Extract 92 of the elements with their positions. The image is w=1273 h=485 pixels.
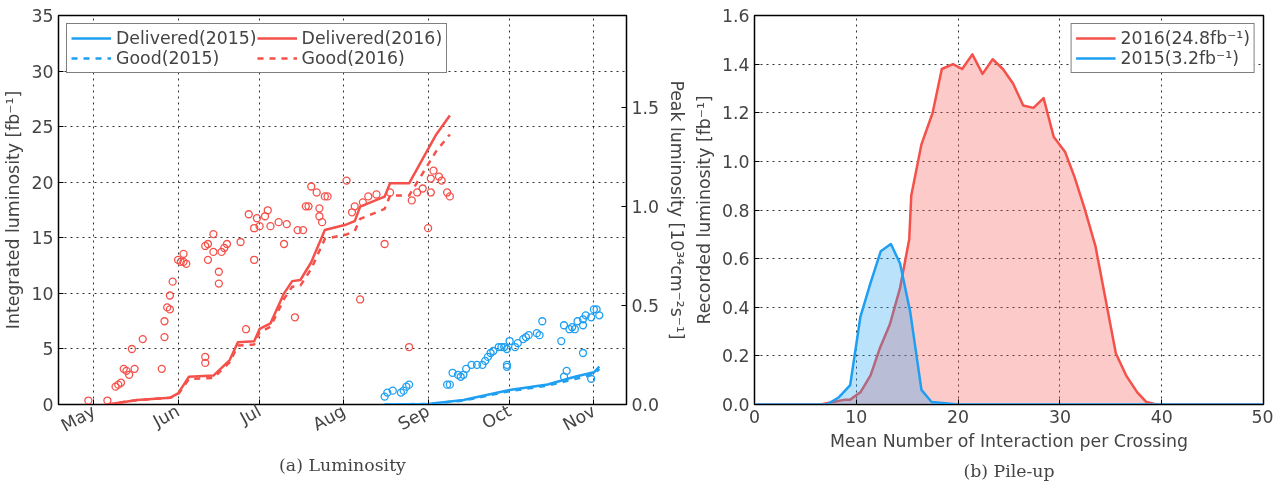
y-axis-title: Integrated luminosity [fb⁻¹] (3, 90, 24, 330)
y2-tick-label: 1.5 (631, 97, 660, 118)
x-tick-label: Sep (394, 400, 433, 434)
point (587, 313, 596, 322)
point (383, 388, 392, 397)
point (519, 334, 528, 344)
point (581, 311, 590, 320)
point (388, 386, 397, 395)
point (557, 336, 566, 346)
point (399, 386, 408, 395)
y2-tick-label: 0.0 (631, 395, 660, 415)
text: (a) Luminosity (279, 454, 407, 475)
y-tick-label: 35 (31, 6, 54, 26)
point (532, 329, 541, 338)
y-axis-title: Recorded luminosity [fb⁻¹] (693, 95, 714, 325)
y-tick-label: 1.2 (721, 103, 750, 124)
y-tick-label: 30 (31, 61, 54, 82)
point (462, 364, 471, 373)
y-tick-label: 0.0 (721, 395, 750, 415)
y-tick-label: 1.4 (721, 54, 750, 75)
y-tick-label: 0.8 (721, 200, 750, 221)
point (404, 380, 414, 389)
point (402, 382, 411, 391)
point (565, 325, 574, 334)
point (442, 380, 452, 389)
point (559, 372, 569, 381)
point (562, 366, 571, 375)
point (478, 360, 487, 370)
y-tick-label: 1.0 (721, 151, 750, 172)
point (467, 360, 476, 370)
point (587, 374, 596, 383)
x-tick-label: 30 (1048, 406, 1071, 427)
y2-axis-title: Peak luminosity [10³⁴cm⁻²s⁻¹] (667, 80, 688, 340)
point (535, 331, 544, 340)
y2-tick-label: 0.5 (631, 295, 660, 316)
point (578, 315, 588, 324)
point (489, 346, 498, 356)
point (595, 311, 604, 320)
x-tick-label: Oct (478, 400, 515, 433)
point (448, 368, 457, 377)
y-tick-label: 25 (31, 117, 54, 138)
legend-label: Good(2016) (301, 48, 405, 68)
point (589, 305, 599, 314)
legend-label: Delivered(2016) (301, 28, 443, 48)
point (524, 331, 533, 340)
point (483, 352, 493, 362)
x-tick-label: Aug (309, 400, 349, 435)
y-tick-label: 0.6 (721, 249, 750, 270)
point (505, 336, 514, 346)
point (453, 370, 463, 379)
point (396, 388, 406, 397)
y-tick-label: 5 (42, 339, 54, 360)
y-tick-label: 0.2 (721, 346, 750, 367)
x-tick-label: May (57, 400, 99, 436)
point (592, 305, 601, 314)
point (510, 342, 520, 352)
y-tick-label: 1.6 (721, 6, 750, 26)
x-tick-label: Jun (148, 400, 183, 432)
point (497, 342, 506, 352)
y-tick-label: 10 (31, 283, 54, 304)
point (481, 356, 490, 366)
point (578, 348, 588, 358)
point (513, 338, 522, 348)
x-tick-label: Jul (235, 400, 265, 429)
y-tick-label: 20 (31, 172, 54, 193)
x-tick-label: 20 (947, 406, 970, 427)
x-axis-title: Mean Number of Interaction per Crossing (829, 430, 1189, 451)
legend-label: Delivered(2015) (116, 28, 257, 48)
point (538, 317, 547, 326)
legend-label: 2016(24.8fb⁻¹) (1120, 28, 1250, 48)
x-tick-label: 50 (1251, 406, 1273, 427)
x-tick-label: 40 (1150, 406, 1173, 427)
text: (b) Pile-up (963, 460, 1055, 481)
y-tick-label: 15 (31, 228, 54, 249)
point (445, 380, 454, 389)
point (486, 348, 495, 358)
y2-tick-label: 1.0 (631, 196, 660, 217)
legend-label: Good(2015) (116, 48, 220, 68)
point (573, 317, 582, 326)
legend-label: 2015(3.2fb⁻¹) (1120, 48, 1239, 68)
point (456, 372, 465, 381)
point (570, 325, 580, 334)
y-tick-label: 0.4 (721, 297, 750, 318)
point (568, 323, 577, 332)
point (559, 321, 569, 330)
x-tick-label: 10 (845, 406, 868, 427)
point (472, 360, 482, 370)
point (380, 392, 389, 401)
x-tick-label: Nov (559, 400, 599, 435)
point (459, 370, 468, 379)
point (521, 332, 531, 342)
point (578, 321, 588, 330)
